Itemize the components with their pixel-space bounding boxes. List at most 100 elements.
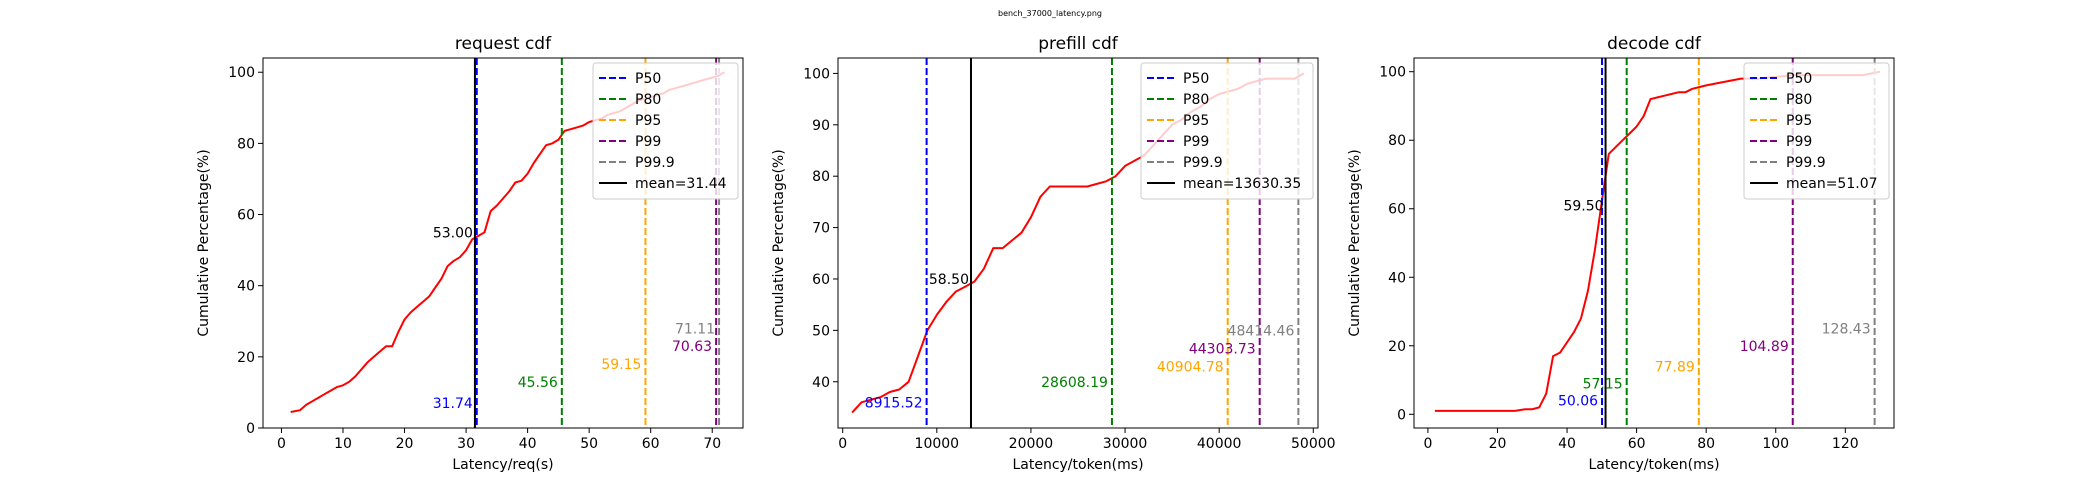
x-tick-label: 120 bbox=[1832, 436, 1859, 452]
legend-box bbox=[592, 62, 739, 200]
y-tick-label: 50 bbox=[812, 323, 830, 339]
percentile-label: 59.15 bbox=[601, 357, 641, 373]
legend-entry: P80 bbox=[635, 92, 661, 108]
x-tick-label: 100 bbox=[1762, 436, 1789, 452]
mean-annotation: 58.50 bbox=[929, 272, 969, 288]
percentile-label: 45.56 bbox=[518, 375, 558, 391]
y-tick-label: 60 bbox=[1388, 202, 1406, 218]
x-tick-label: 20000 bbox=[1009, 436, 1054, 452]
legend-entry: P99.9 bbox=[635, 155, 675, 171]
legend-entry: P95 bbox=[1183, 113, 1209, 129]
x-tick-label: 0 bbox=[277, 436, 286, 452]
legend-box bbox=[1743, 62, 1890, 200]
x-axis-label: Latency/req(s) bbox=[452, 457, 553, 473]
x-tick-label: 20 bbox=[1489, 436, 1507, 452]
chart-1: prefill cdf 8915.52 28608.19 40904.78 44303.… bbox=[771, 34, 1336, 473]
percentile-label: 104.89 bbox=[1740, 339, 1789, 355]
y-tick-label: 40 bbox=[1388, 270, 1406, 286]
x-tick-label: 10 bbox=[334, 436, 352, 452]
charts-container: request cdf 31.74 45.56 59.15 70.63 71.11 53.0… bbox=[196, 34, 1895, 473]
legend-entry: P50 bbox=[1786, 71, 1812, 87]
y-tick-label: 40 bbox=[812, 375, 830, 391]
chart-title: request cdf bbox=[455, 34, 552, 54]
y-tick-label: 40 bbox=[237, 279, 255, 295]
chart-2: decode cdf 50.06 57.15 77.89 104.89 128.43 59.… bbox=[1347, 34, 1895, 473]
legend: P50 P80 P95 P99 P99.9 mean=51.07 bbox=[1743, 62, 1890, 200]
legend-entry: P95 bbox=[635, 113, 661, 129]
x-tick-label: 40 bbox=[1558, 436, 1576, 452]
legend-entry: P80 bbox=[1786, 92, 1812, 108]
legend-entry: P99.9 bbox=[1786, 155, 1826, 171]
y-tick-label: 0 bbox=[246, 421, 255, 437]
x-tick-label: 60 bbox=[642, 436, 660, 452]
y-tick-label: 60 bbox=[812, 272, 830, 288]
percentile-label: 28608.19 bbox=[1041, 375, 1108, 391]
x-tick-label: 50 bbox=[580, 436, 598, 452]
y-tick-label: 20 bbox=[1388, 339, 1406, 355]
x-tick-label: 50000 bbox=[1291, 436, 1336, 452]
y-tick-label: 70 bbox=[812, 221, 830, 237]
percentile-label: 44303.73 bbox=[1189, 341, 1256, 357]
percentile-label: 71.11 bbox=[675, 321, 715, 337]
y-tick-label: 60 bbox=[237, 208, 255, 224]
y-tick-label: 100 bbox=[1379, 65, 1406, 81]
legend-entry: P99 bbox=[1183, 134, 1209, 150]
y-tick-label: 100 bbox=[228, 65, 255, 81]
legend-entry: mean=51.07 bbox=[1786, 176, 1878, 192]
x-tick-label: 0 bbox=[1423, 436, 1432, 452]
legend-entry: P50 bbox=[635, 71, 661, 87]
x-tick-label: 80 bbox=[1697, 436, 1715, 452]
y-tick-label: 80 bbox=[1388, 133, 1406, 149]
mean-annotation: 59.50 bbox=[1563, 198, 1603, 214]
chart-0: request cdf 31.74 45.56 59.15 70.63 71.11 53.0… bbox=[196, 34, 744, 473]
x-tick-label: 40 bbox=[519, 436, 537, 452]
x-tick-label: 20 bbox=[396, 436, 414, 452]
axes-frame bbox=[1413, 57, 1895, 429]
percentile-label: 128.43 bbox=[1822, 322, 1871, 338]
chart-title: decode cdf bbox=[1607, 34, 1702, 54]
percentile-label: 8915.52 bbox=[865, 395, 923, 411]
y-axis-label: Cumulative Percentage(%) bbox=[196, 149, 212, 336]
percentile-label: 31.74 bbox=[433, 396, 473, 412]
x-tick-label: 40000 bbox=[1197, 436, 1242, 452]
percentile-label: 57.15 bbox=[1583, 376, 1623, 392]
percentile-label: 40904.78 bbox=[1157, 359, 1224, 375]
x-axis-label: Latency/token(ms) bbox=[1012, 457, 1143, 473]
x-tick-label: 60 bbox=[1628, 436, 1646, 452]
chart-title: prefill cdf bbox=[1038, 34, 1119, 54]
legend-box bbox=[1140, 62, 1314, 200]
axes-frame bbox=[837, 57, 1319, 429]
legend-entry: P99 bbox=[1786, 134, 1812, 150]
legend-entry: P80 bbox=[1183, 92, 1209, 108]
y-tick-label: 20 bbox=[237, 350, 255, 366]
y-axis-label: Cumulative Percentage(%) bbox=[1347, 149, 1363, 336]
percentile-label: 77.89 bbox=[1655, 359, 1695, 375]
mean-annotation: 53.00 bbox=[433, 225, 473, 241]
y-tick-label: 80 bbox=[237, 136, 255, 152]
legend-entry: P95 bbox=[1786, 113, 1812, 129]
y-tick-label: 80 bbox=[812, 169, 830, 185]
legend-entry: P99.9 bbox=[1183, 155, 1223, 171]
legend: P50 P80 P95 P99 P99.9 mean=13630.35 bbox=[1140, 62, 1314, 200]
x-tick-label: 30000 bbox=[1103, 436, 1148, 452]
y-tick-label: 90 bbox=[812, 118, 830, 134]
y-axis-label: Cumulative Percentage(%) bbox=[771, 149, 787, 336]
legend-entry: mean=31.44 bbox=[635, 176, 727, 192]
x-tick-label: 70 bbox=[703, 436, 721, 452]
y-tick-label: 100 bbox=[803, 66, 830, 82]
legend-entry: P99 bbox=[635, 134, 661, 150]
legend: P50 P80 P95 P99 P99.9 mean=31.44 bbox=[592, 62, 739, 200]
percentile-label: 70.63 bbox=[672, 339, 712, 355]
figure-title: bench_37000_latency.png bbox=[998, 9, 1102, 18]
x-axis-label: Latency/token(ms) bbox=[1588, 457, 1719, 473]
percentile-label: 48414.46 bbox=[1228, 323, 1295, 339]
x-tick-label: 30 bbox=[457, 436, 475, 452]
legend-entry: P50 bbox=[1183, 71, 1209, 87]
y-tick-label: 0 bbox=[1397, 407, 1406, 423]
x-tick-label: 0 bbox=[838, 436, 847, 452]
axes-frame bbox=[262, 57, 744, 429]
legend-entry: mean=13630.35 bbox=[1183, 176, 1301, 192]
percentile-label: 50.06 bbox=[1558, 394, 1598, 410]
x-tick-label: 10000 bbox=[915, 436, 960, 452]
